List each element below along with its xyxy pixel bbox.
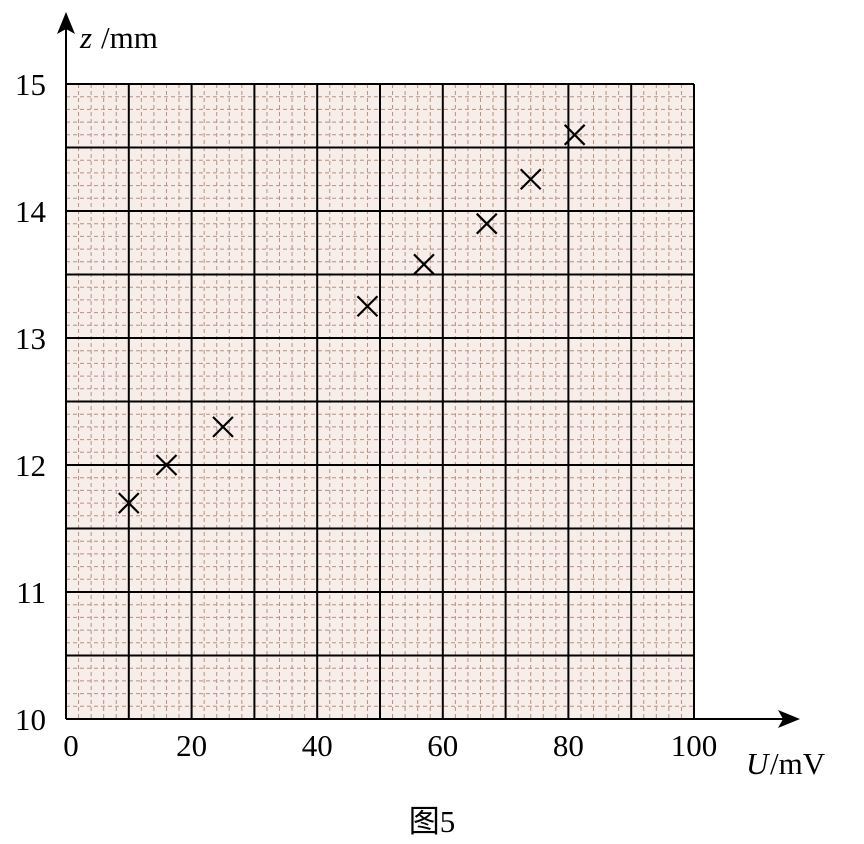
x-label-symbol: U — [746, 746, 771, 781]
point — [519, 168, 542, 191]
point — [356, 295, 379, 318]
y-tick-label: 12 — [15, 448, 46, 483]
x-tick-label: 0 — [63, 728, 79, 763]
x-tick-label: 80 — [553, 728, 584, 763]
y-arrow — [57, 12, 75, 34]
point — [563, 124, 586, 146]
point — [475, 212, 498, 235]
x-arrow — [778, 710, 800, 728]
y-label-symbol: z — [79, 20, 92, 55]
point — [413, 253, 435, 276]
x-tick-label: 40 — [302, 728, 333, 763]
y-tick-label: 10 — [15, 702, 46, 737]
x-tick-label: 60 — [427, 728, 458, 763]
x-tick-label: 20 — [176, 728, 207, 763]
y-tick-label: 13 — [15, 321, 46, 356]
point — [118, 492, 140, 514]
y-tick-label: 14 — [15, 194, 47, 229]
point — [155, 454, 178, 476]
caption: 图5 — [409, 804, 456, 839]
point — [212, 416, 234, 438]
x-tick-label: 100 — [671, 728, 718, 763]
x-label-unit: /mV — [770, 746, 826, 781]
points — [118, 124, 586, 514]
y-label-unit: /mm — [101, 20, 158, 55]
y-tick-label: 11 — [16, 575, 46, 610]
y-tick-label: 15 — [15, 67, 46, 102]
major-grid — [65, 83, 695, 720]
